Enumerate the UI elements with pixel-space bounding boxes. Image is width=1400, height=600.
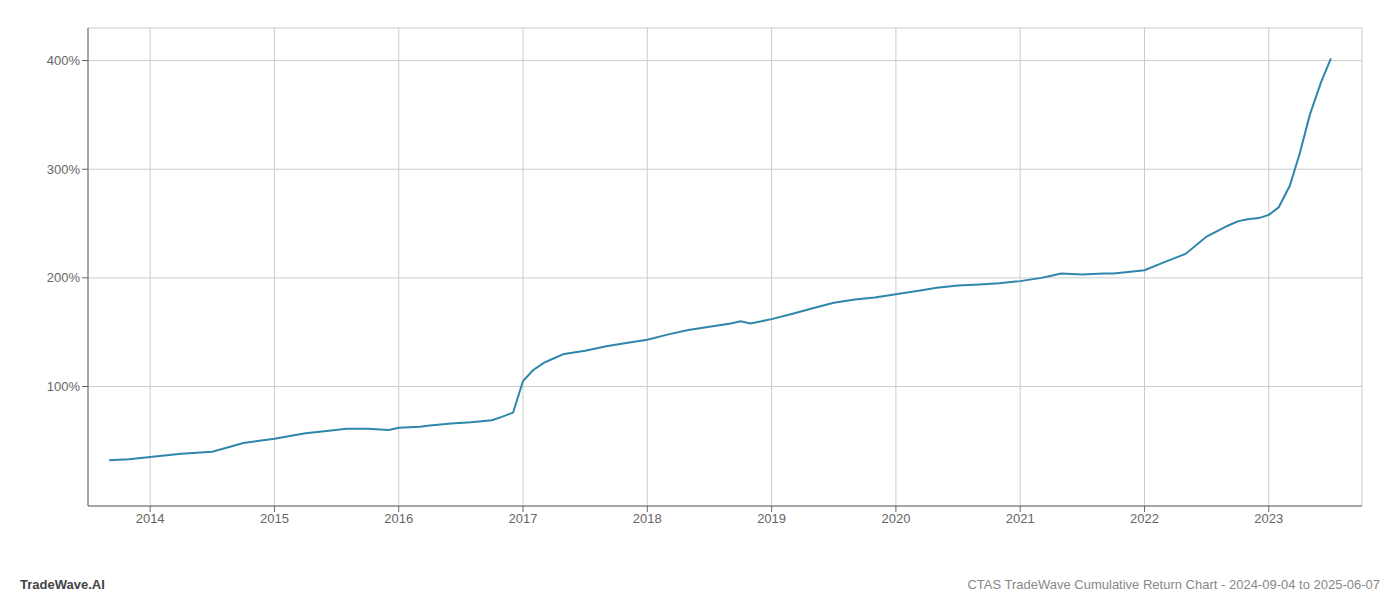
svg-text:2017: 2017 <box>509 511 538 526</box>
html-text:CTAS TradeWave Cumulative Retu: CTAS TradeWave Cumulative Return Chart -… <box>967 577 1380 592</box>
svg-text:2018: 2018 <box>633 511 662 526</box>
svg-text:400%: 400% <box>47 53 81 68</box>
svg-text:2016: 2016 <box>384 511 413 526</box>
svg-text:2015: 2015 <box>260 511 289 526</box>
svg-text:200%: 200% <box>47 270 81 285</box>
svg-text:300%: 300% <box>47 162 81 177</box>
svg-text:2021: 2021 <box>1006 511 1035 526</box>
html-text:TradeWave.AI: TradeWave.AI <box>20 577 105 592</box>
svg-text:2020: 2020 <box>881 511 910 526</box>
svg-text:2023: 2023 <box>1254 511 1283 526</box>
svg-text:100%: 100% <box>47 379 81 394</box>
svg-text:2014: 2014 <box>136 511 165 526</box>
svg-text:2019: 2019 <box>757 511 786 526</box>
svg-text:2022: 2022 <box>1130 511 1159 526</box>
